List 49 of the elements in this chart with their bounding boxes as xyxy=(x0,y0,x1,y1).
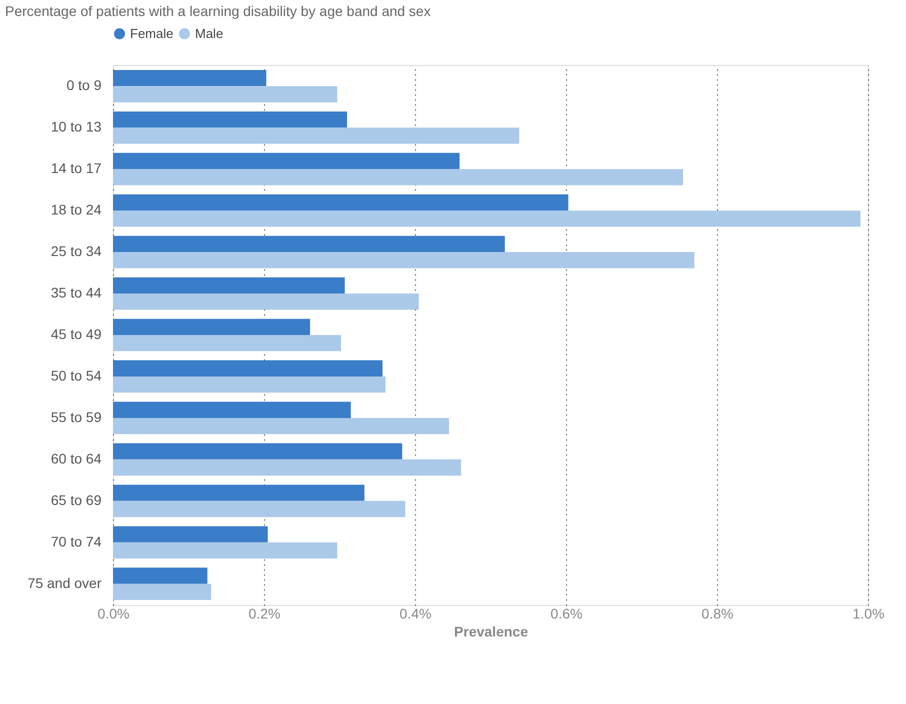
bar xyxy=(113,128,520,144)
x-tick-label: 0.2% xyxy=(248,606,280,622)
bar xyxy=(113,584,212,600)
bar xyxy=(113,360,383,376)
bar xyxy=(113,376,386,393)
y-tick-label: 50 to 54 xyxy=(50,367,102,384)
y-tick-label: 18 to 24 xyxy=(50,202,102,218)
chart-title: Percentage of patients with a learning disability by age band and sex xyxy=(5,3,431,19)
bar xyxy=(113,568,208,584)
bar xyxy=(113,252,694,268)
bar xyxy=(113,526,268,542)
bar xyxy=(113,500,406,518)
x-axis-title: Prevalence xyxy=(454,624,528,640)
bar xyxy=(113,335,342,352)
y-tick-label: 0 to 9 xyxy=(66,77,102,94)
bar xyxy=(113,443,402,460)
x-tick-label: 0.6% xyxy=(550,606,582,622)
y-tick-label: 75 and over xyxy=(28,574,102,591)
bar xyxy=(113,152,460,170)
bar xyxy=(113,318,310,335)
bar xyxy=(113,484,364,501)
bar xyxy=(113,542,338,559)
bar xyxy=(113,194,568,211)
x-tick-label: 1.0% xyxy=(852,606,884,622)
bar xyxy=(113,402,351,418)
bar xyxy=(113,111,348,128)
bar xyxy=(113,210,860,227)
y-tick-label: 14 to 17 xyxy=(50,160,102,176)
bar xyxy=(113,294,419,310)
bar xyxy=(113,70,266,86)
bar xyxy=(113,236,505,252)
legend-label: Male xyxy=(195,26,224,41)
legend-label: Female xyxy=(130,26,174,41)
y-tick-label: 10 to 13 xyxy=(50,118,102,135)
bar xyxy=(113,169,684,186)
bar xyxy=(113,459,462,476)
bar xyxy=(113,418,449,434)
x-tick-label: 0.0% xyxy=(98,606,130,622)
bar xyxy=(113,86,338,102)
y-tick-label: 45 to 49 xyxy=(50,326,102,342)
y-tick-label: 70 to 74 xyxy=(50,533,102,550)
y-tick-label: 55 to 59 xyxy=(50,408,102,425)
y-tick-label: 35 to 44 xyxy=(50,284,102,301)
x-tick-label: 0.4% xyxy=(400,606,432,622)
bar xyxy=(113,277,345,294)
y-tick-label: 60 to 64 xyxy=(50,450,102,466)
y-tick-label: 65 to 69 xyxy=(50,492,102,508)
x-tick-label: 0.8% xyxy=(702,606,734,622)
y-tick-label: 25 to 34 xyxy=(50,243,102,260)
